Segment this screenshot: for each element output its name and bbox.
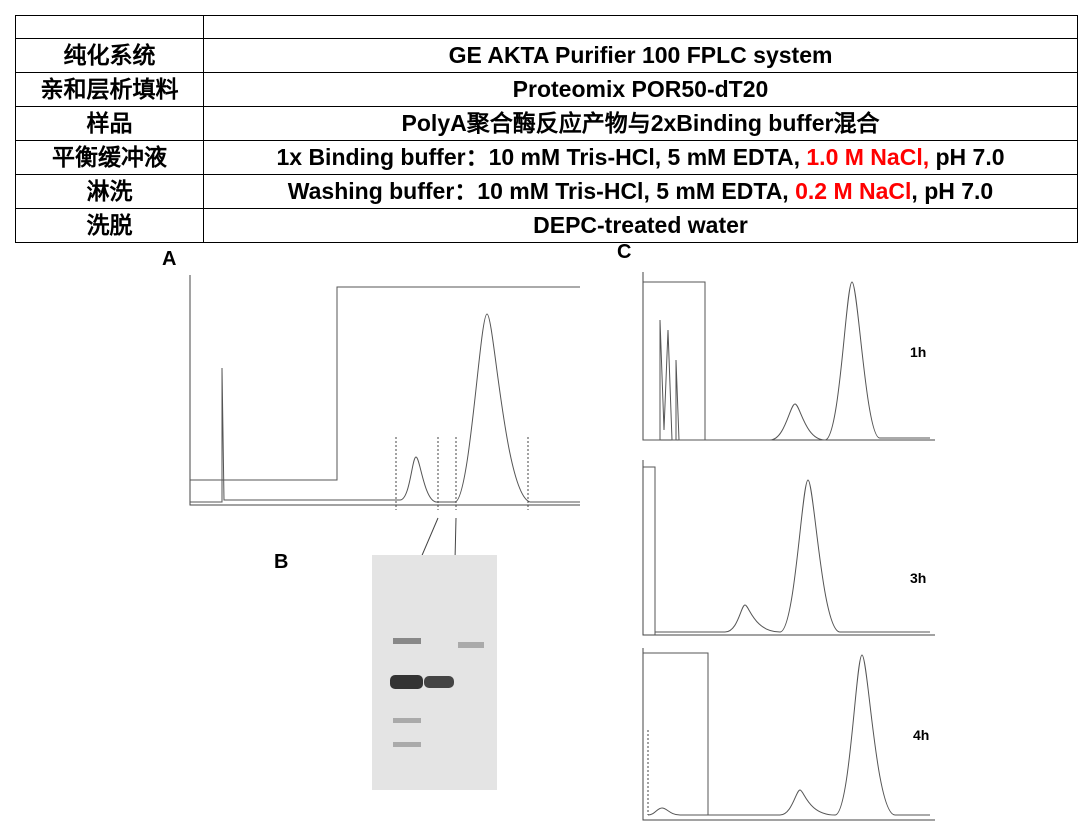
row-value: DEPC-treated water: [203, 208, 1078, 243]
row-value: GE AKTA Purifier 100 FPLC system: [203, 38, 1078, 73]
time-label: 1h: [910, 344, 926, 360]
row-value: Washing buffer：10 mM Tris-HCl, 5 mM EDTA…: [203, 174, 1078, 209]
row-value: 1x Binding buffer：10 mM Tris-HCl, 5 mM E…: [203, 140, 1078, 175]
row-label: 样品: [15, 106, 204, 141]
gel-b: [372, 555, 497, 790]
table-row: 亲和层析填料 Proteomix POR50-dT20: [15, 72, 1078, 107]
chromatogram-a: [189, 275, 580, 561]
chromatogram-c: [642, 272, 935, 821]
value-segment: GE AKTA Purifier 100 FPLC system: [448, 42, 833, 68]
row-label: 洗脱: [15, 208, 204, 243]
value-segment: Proteomix POR50-dT20: [512, 76, 769, 102]
method-table: 纯化系统 GE AKTA Purifier 100 FPLC system 亲和层析…: [15, 15, 1078, 243]
value-segment: Washing buffer：10 mM Tris-HCl, 5 mM EDTA…: [287, 178, 796, 204]
table-row: 洗脱 DEPC-treated water: [15, 208, 1078, 243]
time-label: 3h: [910, 570, 926, 586]
panel-label: C: [617, 241, 631, 263]
value-segment: 1x Binding buffer：10 mM Tris-HCl, 5 mM E…: [276, 144, 807, 170]
table-body: 纯化系统 GE AKTA Purifier 100 FPLC system 亲和层析…: [15, 38, 1078, 243]
table-row: 纯化系统 GE AKTA Purifier 100 FPLC system: [15, 38, 1078, 73]
value-segment: 1.0 M NaCl,: [806, 144, 930, 170]
panel-label: A: [162, 248, 176, 270]
value-segment: , pH 7.0: [911, 178, 994, 204]
time-label: 4h: [913, 727, 929, 743]
value-segment: DEPC-treated water: [533, 212, 748, 238]
table-row: 淋洗 Washing buffer：10 mM Tris-HCl, 5 mM ED…: [15, 174, 1078, 209]
panel-label: B: [274, 551, 288, 573]
value-segment: PolyA聚合酶反应产物与2xBinding buffer混合: [401, 110, 880, 136]
row-label: 纯化系统: [15, 38, 204, 73]
value-segment: 0.2 M NaCl: [795, 178, 912, 204]
value-segment: pH 7.0: [929, 144, 1005, 170]
